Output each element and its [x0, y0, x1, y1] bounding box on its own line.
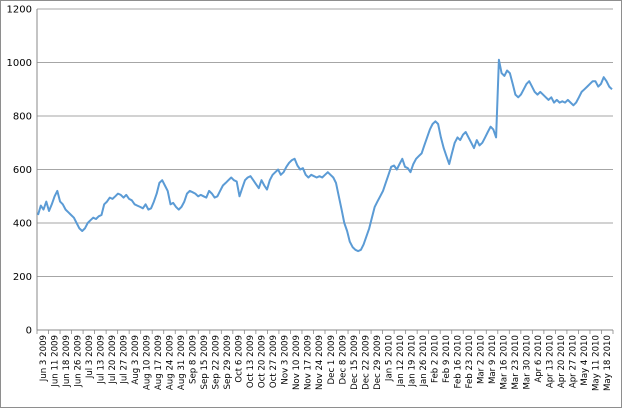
- x-tick-label: Sep 8 2009: [189, 335, 199, 384]
- x-tick-label: Sep 15 2009: [200, 335, 210, 389]
- y-tick-label: 1200: [7, 5, 32, 16]
- x-tick-label: Mar 23 2010: [511, 335, 521, 389]
- y-tick-label: 800: [13, 112, 32, 123]
- x-tick-label: Jul 27 2009: [119, 335, 129, 385]
- x-tick-label: Jul 13 2009: [96, 335, 106, 385]
- x-tick-label: Jul 20 2009: [108, 335, 118, 385]
- x-tick-label: Jan 12 2010: [396, 335, 406, 388]
- x-tick-label: Apr 27 2010: [569, 335, 579, 388]
- x-tick-label: Mar 30 2010: [523, 335, 533, 389]
- x-tick-label: Sep 29 2009: [223, 335, 233, 389]
- x-tick-label: Aug 17 2009: [154, 335, 164, 390]
- x-tick-label: Jun 18 2009: [62, 335, 72, 388]
- x-tick-label: Jan 26 2010: [419, 335, 429, 388]
- x-tick-label: Feb 23 2010: [465, 335, 475, 388]
- x-tick-label: Jun 3 2009: [39, 335, 49, 382]
- x-tick-label: Jun 11 2009: [50, 335, 60, 388]
- x-tick-label: Nov 24 2009: [315, 335, 325, 390]
- y-tick-label: 600: [13, 165, 32, 176]
- x-tick-label: Oct 13 2009: [246, 335, 256, 388]
- series-line: [37, 58, 613, 253]
- x-tick-label: May 11 2010: [592, 335, 602, 391]
- x-tick-label: Oct 20 2009: [258, 335, 268, 388]
- x-tick-label: Apr 20 2010: [557, 335, 567, 388]
- y-tick-label: 0: [26, 326, 32, 337]
- x-tick-label: Aug 31 2009: [177, 335, 187, 390]
- x-tick-label: May 4 2010: [580, 335, 590, 386]
- x-tick-label: Aug 10 2009: [142, 335, 152, 390]
- x-tick-label: May 18 2010: [603, 335, 613, 391]
- x-tick-label: Dec 8 2009: [338, 335, 348, 384]
- x-tick-label: Feb 2 2010: [430, 335, 440, 383]
- x-tick-label: Mar 2 2010: [477, 335, 487, 384]
- y-tick-label: 1000: [7, 58, 32, 69]
- x-tick-label: Jan 5 2010: [384, 335, 394, 382]
- x-tick-label: Dec 15 2009: [350, 335, 360, 390]
- x-tick-label: Aug 3 2009: [131, 335, 141, 385]
- x-tick-label: Apr 6 2010: [534, 335, 544, 383]
- x-tick-label: Nov 17 2009: [304, 335, 314, 390]
- x-tick-label: Dec 22 2009: [361, 335, 371, 390]
- x-tick-label: Dec 29 2009: [373, 335, 383, 390]
- x-tick-label: Oct 27 2009: [269, 335, 279, 388]
- x-tick-label: Jul 3 2009: [85, 335, 95, 379]
- y-tick-label: 200: [13, 272, 32, 283]
- x-tick-label: Sep 22 2009: [212, 335, 222, 389]
- x-tick-label: Oct 6 2009: [235, 335, 245, 383]
- x-tick-label: Mar 9 2010: [488, 335, 498, 384]
- x-tick-label: Dec 1 2009: [327, 335, 337, 384]
- x-tick-label: Nov 3 2009: [281, 335, 291, 385]
- x-tick-label: Nov 10 2009: [292, 335, 302, 390]
- x-tick-label: Feb 9 2010: [442, 335, 452, 383]
- x-tick-label: Aug 24 2009: [165, 335, 175, 390]
- y-tick-label: 400: [13, 219, 32, 230]
- x-tick-label: Jun 26 2009: [73, 335, 83, 388]
- x-tick-label: Jan 19 2010: [407, 335, 417, 388]
- x-tick-label: Mar 16 2010: [500, 335, 510, 389]
- x-tick-label: Feb 16 2010: [453, 335, 463, 388]
- x-tick-label: Apr 13 2010: [546, 335, 556, 388]
